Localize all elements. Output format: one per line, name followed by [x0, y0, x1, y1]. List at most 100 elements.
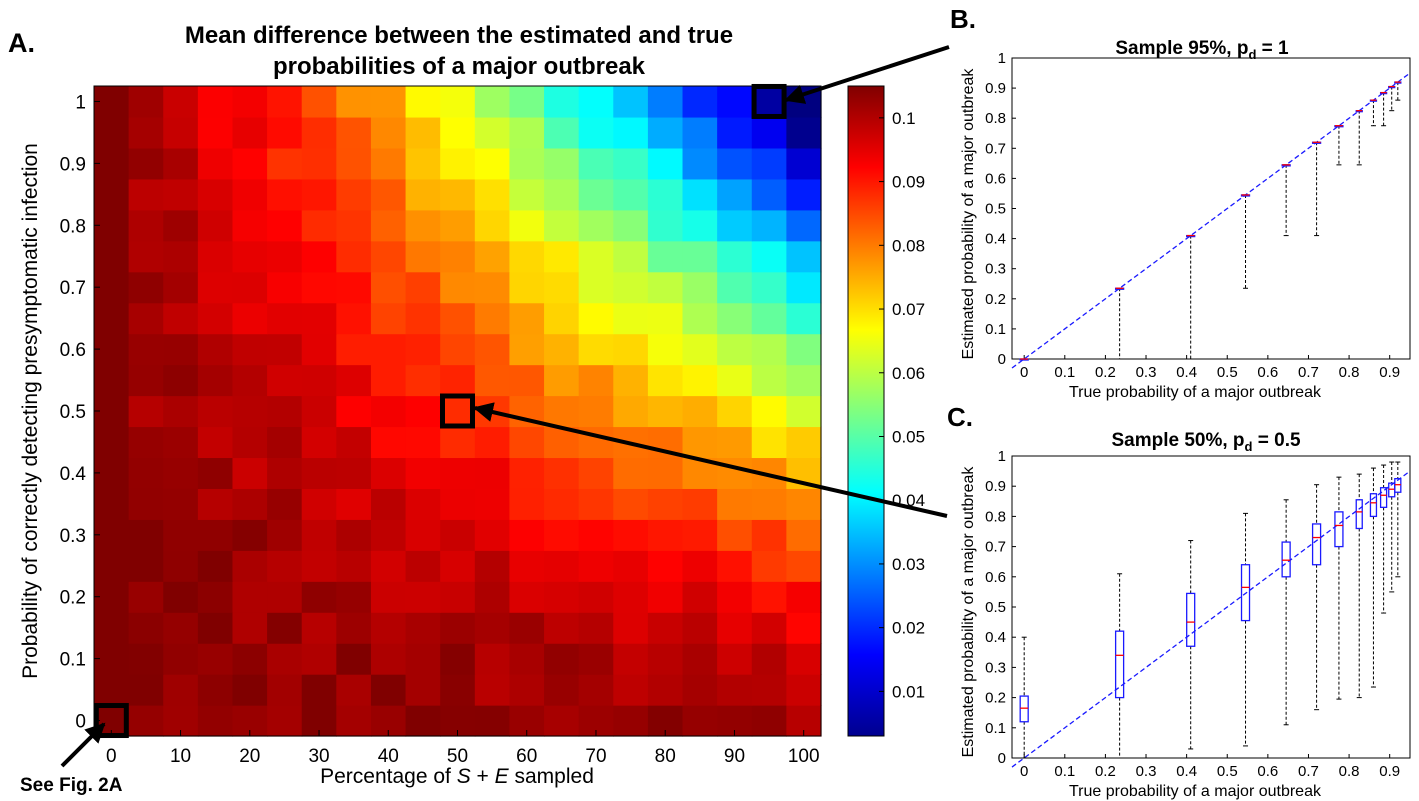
heatmap-cell — [474, 519, 511, 551]
heatmap-cell — [232, 240, 268, 273]
box — [1334, 511, 1344, 548]
heatmap-cell — [405, 426, 441, 459]
heatmap-cell — [509, 488, 545, 520]
heatmap-cell — [336, 364, 372, 397]
heatmap-cell — [613, 271, 649, 304]
heatmap-cell — [544, 178, 580, 211]
heatmap-cell — [301, 333, 337, 366]
heatmap-cell — [509, 147, 545, 180]
heatmap-cell — [474, 550, 511, 582]
heatmap-cell — [682, 643, 718, 675]
heatmap-cell — [128, 612, 164, 644]
y-tick-label: 0.6 — [60, 340, 86, 361]
heatmap-cell — [786, 426, 822, 459]
heatmap-cell — [717, 426, 753, 459]
heatmap-cell — [301, 116, 337, 149]
heatmap-cell — [647, 612, 684, 644]
heatmap-cell — [301, 643, 337, 675]
x-tick-label: 30 — [308, 746, 329, 767]
colorbar-tick-label: 0.03 — [892, 555, 925, 574]
heatmap-cell — [647, 550, 684, 582]
heatmap-cell — [578, 519, 614, 551]
x-tick-label: 0.9 — [1379, 763, 1400, 780]
heatmap-cell — [405, 364, 441, 397]
heatmap-cell — [405, 581, 441, 613]
heatmap-cell — [232, 643, 268, 675]
heatmap-cell — [267, 457, 303, 489]
heatmap-cell — [336, 674, 372, 706]
heatmap-cell — [786, 674, 822, 706]
heatmap-cell — [163, 550, 199, 582]
heatmap-cell — [717, 116, 753, 149]
heatmap-cell — [370, 271, 407, 304]
heatmap-cell — [509, 643, 545, 675]
heatmap-cell — [163, 581, 199, 613]
panel-b-plot: 0 0.1 0.2 0.3 0.4 0.5 0.6 0.7 0.8 0.9 0 0.1 0.2 0.3 0.… — [985, 50, 1411, 381]
heatmap-cell — [613, 333, 649, 366]
heatmap-cell — [128, 116, 164, 149]
heatmap-cell — [301, 581, 337, 613]
heatmap-cell — [474, 271, 511, 304]
heatmap-cell — [682, 519, 718, 551]
reference-diagonal-line — [1011, 470, 1411, 768]
heatmap-cell — [405, 519, 441, 551]
heatmap-cell — [751, 209, 787, 242]
heatmap-cell — [509, 271, 545, 304]
y-tick-label: 0.3 — [985, 261, 1006, 278]
heatmap-cell — [647, 333, 684, 366]
x-tick-label: 0 — [1020, 763, 1028, 780]
heatmap-cell — [405, 333, 441, 366]
heatmap-cell — [682, 395, 718, 428]
heatmap-cell — [301, 395, 337, 428]
colorbar — [847, 85, 885, 737]
heatmap-cell — [544, 612, 580, 644]
heatmap-cell — [440, 86, 476, 118]
y-tick-label: 0 — [998, 750, 1006, 767]
heatmap-cell — [751, 302, 787, 335]
heatmap-cell — [197, 364, 234, 397]
heatmap-cell — [128, 705, 164, 737]
heatmap-cell — [544, 333, 580, 366]
heatmap-cell — [232, 209, 268, 242]
heatmap-cell — [232, 612, 268, 644]
heatmap-cell — [440, 643, 476, 675]
heatmap-cell — [682, 86, 718, 118]
heatmap-cell — [578, 457, 614, 489]
heatmap-cell — [751, 333, 787, 366]
heatmap-cell — [128, 395, 164, 428]
heatmap-cell — [682, 302, 718, 335]
heatmap-cell — [647, 488, 684, 520]
y-tick-label: 1 — [998, 50, 1006, 67]
heatmap-cell — [128, 86, 164, 118]
heatmap-cell — [578, 240, 614, 273]
colorbar-tick-label: 0.09 — [892, 173, 925, 192]
heatmap-cell — [717, 271, 753, 304]
heatmap-cell — [509, 364, 545, 397]
heatmap-cell — [647, 302, 684, 335]
heatmap-cell — [128, 240, 164, 273]
heatmap-cell — [440, 364, 476, 397]
heatmap-cell — [94, 364, 130, 397]
heatmap-cell — [163, 116, 199, 149]
heatmap-cell — [197, 333, 234, 366]
heatmap-cell — [197, 271, 234, 304]
x-tick-label: 0.4 — [1176, 364, 1197, 381]
heatmap-cell — [751, 116, 787, 149]
panel-a: A. Mean difference between the estimated… — [8, 22, 950, 796]
heatmap-cell — [751, 488, 787, 520]
heatmap-cell — [786, 364, 822, 397]
heatmap-cell — [509, 550, 545, 582]
x-tick-label: 0.3 — [1136, 763, 1157, 780]
y-tick-label: 0.3 — [985, 659, 1006, 676]
colorbar-tick-label: 0.07 — [892, 300, 925, 319]
panel-b: B. Sample 95%, pd = 1 0 0.1 0.2 0.3 0.4 0.5 0.… — [950, 4, 1411, 401]
heatmap-cell — [128, 302, 164, 335]
heatmap-cell — [682, 178, 718, 211]
heatmap-cell — [267, 116, 303, 149]
heatmap-cell — [197, 302, 234, 335]
heatmap-cell — [197, 209, 234, 242]
heatmap-cell — [578, 147, 614, 180]
heatmap-cell — [405, 674, 441, 706]
panel-a-title-line1: Mean difference between the estimated an… — [185, 22, 733, 49]
